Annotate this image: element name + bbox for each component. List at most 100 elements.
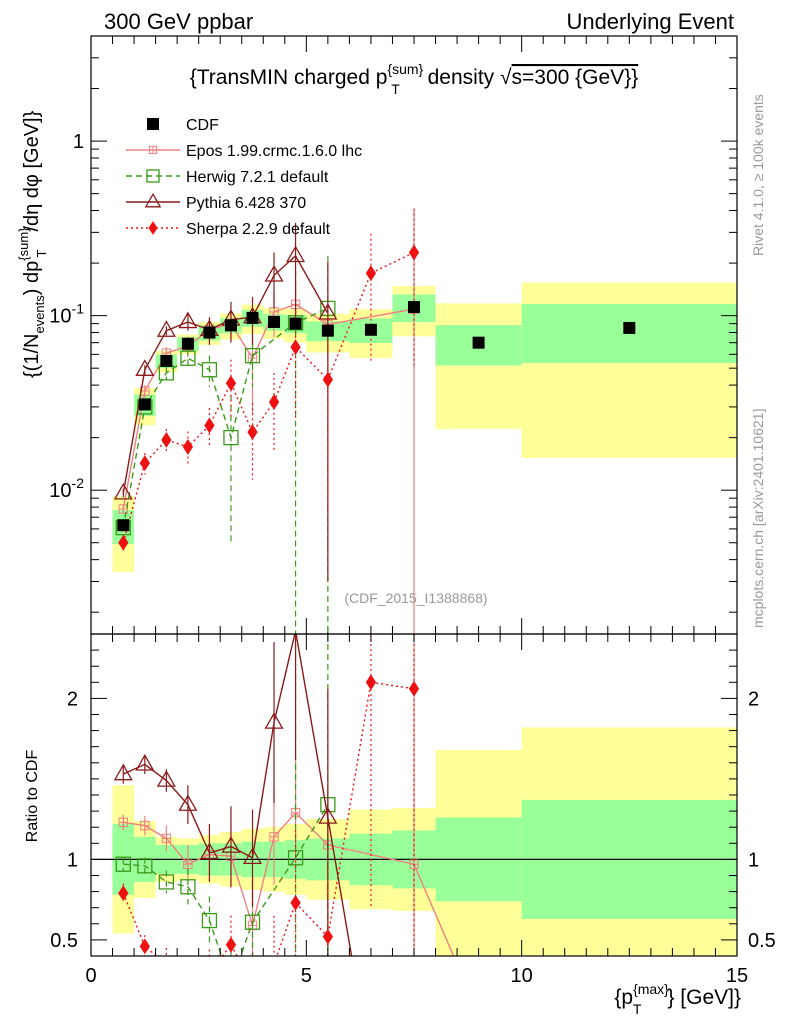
ratio-marker [158, 874, 175, 890]
header-right: Underlying Event [566, 9, 734, 34]
cdf-point [289, 317, 302, 330]
ratio-ticks: 0 5 10 150.5 0.51 12 2 [50, 634, 776, 987]
main-band-outer-12 [435, 303, 522, 430]
series-marker [118, 504, 128, 514]
cdf-point [472, 336, 485, 349]
ratio-marker [244, 914, 261, 930]
ratio-marker [183, 859, 193, 869]
series-1 [115, 255, 336, 634]
series-marker [268, 394, 280, 410]
y-tick-label: 10-2 [49, 475, 84, 502]
y-tick-exp: -1 [72, 301, 85, 317]
ylabel-d: {sum} [16, 227, 31, 261]
ylabel-c: ) dp [21, 261, 43, 295]
xlabel-open: {p [614, 986, 633, 1009]
series-marker [247, 424, 258, 441]
ratio-tick-label-right: 2 [748, 688, 759, 710]
series-marker [204, 417, 215, 434]
xlabel-sub: T [633, 1001, 642, 1017]
ratio-marker [408, 680, 420, 697]
series-marker [408, 244, 420, 261]
chart-title: {TransMIN charged p{sum} T density √s=300… [190, 61, 638, 97]
title-sup: {sum} [387, 61, 423, 77]
cdf-point [321, 324, 334, 337]
ratio-panel: 0 5 10 150.5 0.51 12 2 [50, 633, 776, 987]
cdf-point [224, 319, 237, 332]
series-marker [156, 320, 176, 337]
ratio-marker [180, 879, 196, 895]
cdf-point [117, 519, 130, 532]
legend-cdf-marker [147, 118, 159, 130]
main-panel: 10-210-11 [49, 35, 738, 635]
series-marker [139, 455, 150, 471]
series-marker [365, 265, 377, 282]
ratio-marker [201, 912, 218, 929]
x-tick-label: 5 [301, 965, 312, 987]
legend-label-3: Sherpa 2.2.9 default [186, 221, 331, 238]
ylabel-a: {(1/N [21, 334, 43, 378]
y-tick-label: 10-1 [49, 301, 84, 328]
series-marker [118, 534, 129, 551]
ratio-marker [137, 858, 153, 874]
legend-marker-0 [148, 145, 158, 155]
legend-marker-2 [144, 192, 162, 208]
y-tick-base: 10 [49, 480, 71, 502]
ratio-marker [139, 938, 150, 955]
ratio-uncertainty-bands [112, 727, 737, 956]
series-marker [264, 265, 284, 282]
main-ticks: 10-210-11 [49, 35, 738, 634]
ratio-series-0 [118, 634, 455, 956]
ratio-marker [161, 833, 172, 844]
legend: CDF Epos 1.99.crmc.1.6.0 lhc Herwig 7.2.1 … [126, 117, 362, 238]
ratio-marker [113, 763, 133, 781]
cdf-point [160, 354, 173, 367]
y-axis-label: {(1/Nevents) dp{sum} T/dη dφ [GeV]} [16, 110, 49, 378]
series-marker [182, 438, 194, 455]
ratio-marker [365, 674, 377, 691]
series-marker [161, 432, 172, 448]
ylabel-e: T [34, 250, 49, 258]
series-3 [118, 208, 420, 551]
series-marker [180, 350, 196, 366]
xlabel-sup: {max} [633, 981, 669, 997]
ratio-axis-label: Ratio to CDF [24, 750, 41, 843]
x-axis-label: {p{max} T } [GeV]} [614, 981, 741, 1017]
series-marker [244, 347, 261, 364]
title-suffix: density [422, 66, 500, 89]
ratio-marker [264, 712, 284, 729]
ratio-marker [269, 832, 279, 842]
series-marker [322, 371, 334, 388]
cdf-point [408, 301, 420, 314]
analysis-tag: (CDF_2015_I1388868) [344, 590, 487, 606]
title-prefix: {TransMIN charged p [190, 66, 388, 89]
series-marker [223, 429, 239, 446]
cdf-point [181, 337, 194, 350]
rivet-label: Rivet 4.1.0, ≥ 100k events [750, 94, 766, 256]
ratio-marker [140, 820, 150, 831]
cdf-point [138, 398, 151, 411]
series-line-2 [122, 254, 329, 494]
legend-cdf-label: CDF [186, 117, 219, 134]
xlabel-close: } [GeV]} [667, 986, 741, 1009]
series-2 [113, 222, 338, 582]
series-marker [225, 375, 237, 392]
ratio-marker [242, 847, 263, 865]
cdf-point [246, 311, 259, 324]
cdf-point [364, 323, 377, 336]
series-line-3 [122, 251, 415, 543]
legend-marker-3 [148, 221, 158, 235]
legend-label-1: Herwig 7.2.1 default [186, 169, 329, 186]
mcplots-label: mcplots.cern.ch [arXiv:2401.10621] [750, 409, 766, 628]
ylabel-b: events [32, 295, 47, 334]
ratio-tick-label-left: 0.5 [50, 930, 78, 952]
x-tick-label: 15 [726, 965, 748, 987]
x-tick-label: 10 [511, 965, 533, 987]
header-left: 300 GeV ppbar [104, 9, 253, 34]
ratio-tick-label-left: 1 [67, 849, 78, 871]
ratio-marker [322, 928, 334, 945]
main-series [113, 208, 420, 634]
cdf-point [623, 321, 636, 334]
ratio-marker [115, 856, 131, 872]
legend-marker-1 [146, 169, 160, 183]
ratio-series-2 [113, 634, 353, 956]
